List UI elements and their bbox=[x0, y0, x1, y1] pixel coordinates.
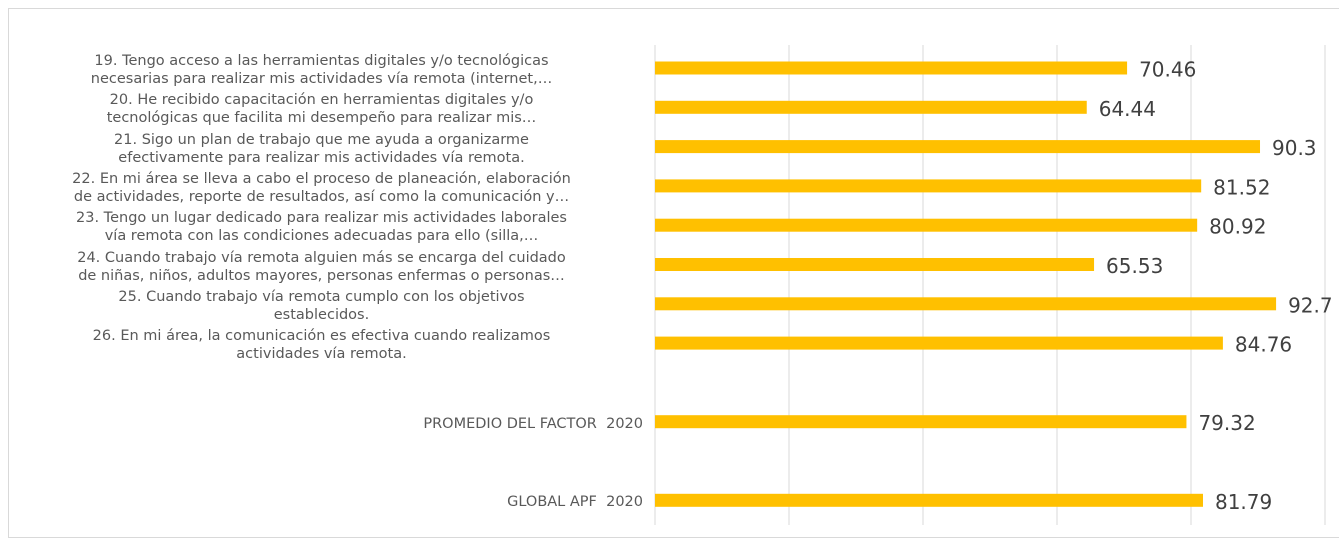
category-label: 19. Tengo acceso a las herramientas digi… bbox=[0, 50, 643, 90]
page: 70.46 64.44 90.3 81.52 80.92 65.53 92.7 84.76 79… bbox=[0, 8, 1339, 538]
category-text: 24. Cuando trabajo vía remota alguien má… bbox=[77, 249, 566, 284]
category-label: 21. Sigo un plan de trabajo que me ayuda… bbox=[0, 129, 643, 169]
chart: 70.46 64.44 90.381.52 80.92 65.53 92.7 84.76 79… bbox=[654, 45, 1333, 525]
category-text: PROMEDIO DEL FACTOR 2020 bbox=[423, 415, 643, 432]
category-text: 26. En mi área, la comunicación es efect… bbox=[92, 328, 551, 363]
category-label: 24. Cuando trabajo vía remota alguien má… bbox=[0, 247, 643, 287]
value-label: 92.7 bbox=[1288, 293, 1333, 317]
value-label: 64.44 bbox=[1099, 97, 1156, 121]
value-label: 90.3 bbox=[1272, 136, 1317, 160]
category-label: 25. Cuando trabajo vía remota cumplo con… bbox=[0, 286, 643, 326]
bar bbox=[655, 140, 1261, 154]
value-label: 81.79 bbox=[1215, 490, 1272, 514]
bar bbox=[655, 61, 1128, 75]
category-text: 22. En mi área se lleva a cabo el proces… bbox=[72, 170, 571, 205]
bar bbox=[655, 415, 1187, 429]
category-text: 19. Tengo acceso a las herramientas digi… bbox=[90, 53, 553, 87]
value-label: 70.46 bbox=[1139, 58, 1196, 82]
category-text: 23. Tengo un lugar dedicado para realiza… bbox=[76, 210, 567, 245]
bar bbox=[655, 218, 1198, 232]
value-label: 81.52 bbox=[1213, 175, 1270, 199]
category-text: 21. Sigo un plan de trabajo que me ayuda… bbox=[114, 131, 529, 166]
category-label: 23. Tengo un lugar dedicado para realiza… bbox=[0, 207, 643, 247]
category-label: PROMEDIO DEL FACTOR 2020 bbox=[0, 404, 643, 444]
category-text: GLOBAL APF 2020 bbox=[507, 494, 643, 511]
bar bbox=[655, 336, 1223, 350]
bar bbox=[655, 179, 1202, 193]
category-label: GLOBAL APF 2020 bbox=[0, 482, 643, 522]
value-label: 80.92 bbox=[1209, 215, 1266, 239]
value-label: 84.76 bbox=[1235, 333, 1292, 357]
category-label: 20. He recibido capacitación en herramie… bbox=[0, 89, 643, 129]
bar bbox=[655, 258, 1095, 271]
bar bbox=[655, 297, 1277, 311]
bar bbox=[655, 493, 1203, 507]
category-label: 26. En mi área, la comunicación es efect… bbox=[0, 325, 643, 365]
bar bbox=[655, 100, 1087, 114]
value-label: 79.32 bbox=[1198, 411, 1255, 435]
value-label: 65.53 bbox=[1106, 254, 1163, 278]
category-text: 25. Cuando trabajo vía remota cumplo con… bbox=[118, 288, 525, 323]
category-text: 20. He recibido capacitación en herramie… bbox=[106, 92, 537, 127]
category-label: 22. En mi área se lleva a cabo el proces… bbox=[0, 168, 643, 208]
